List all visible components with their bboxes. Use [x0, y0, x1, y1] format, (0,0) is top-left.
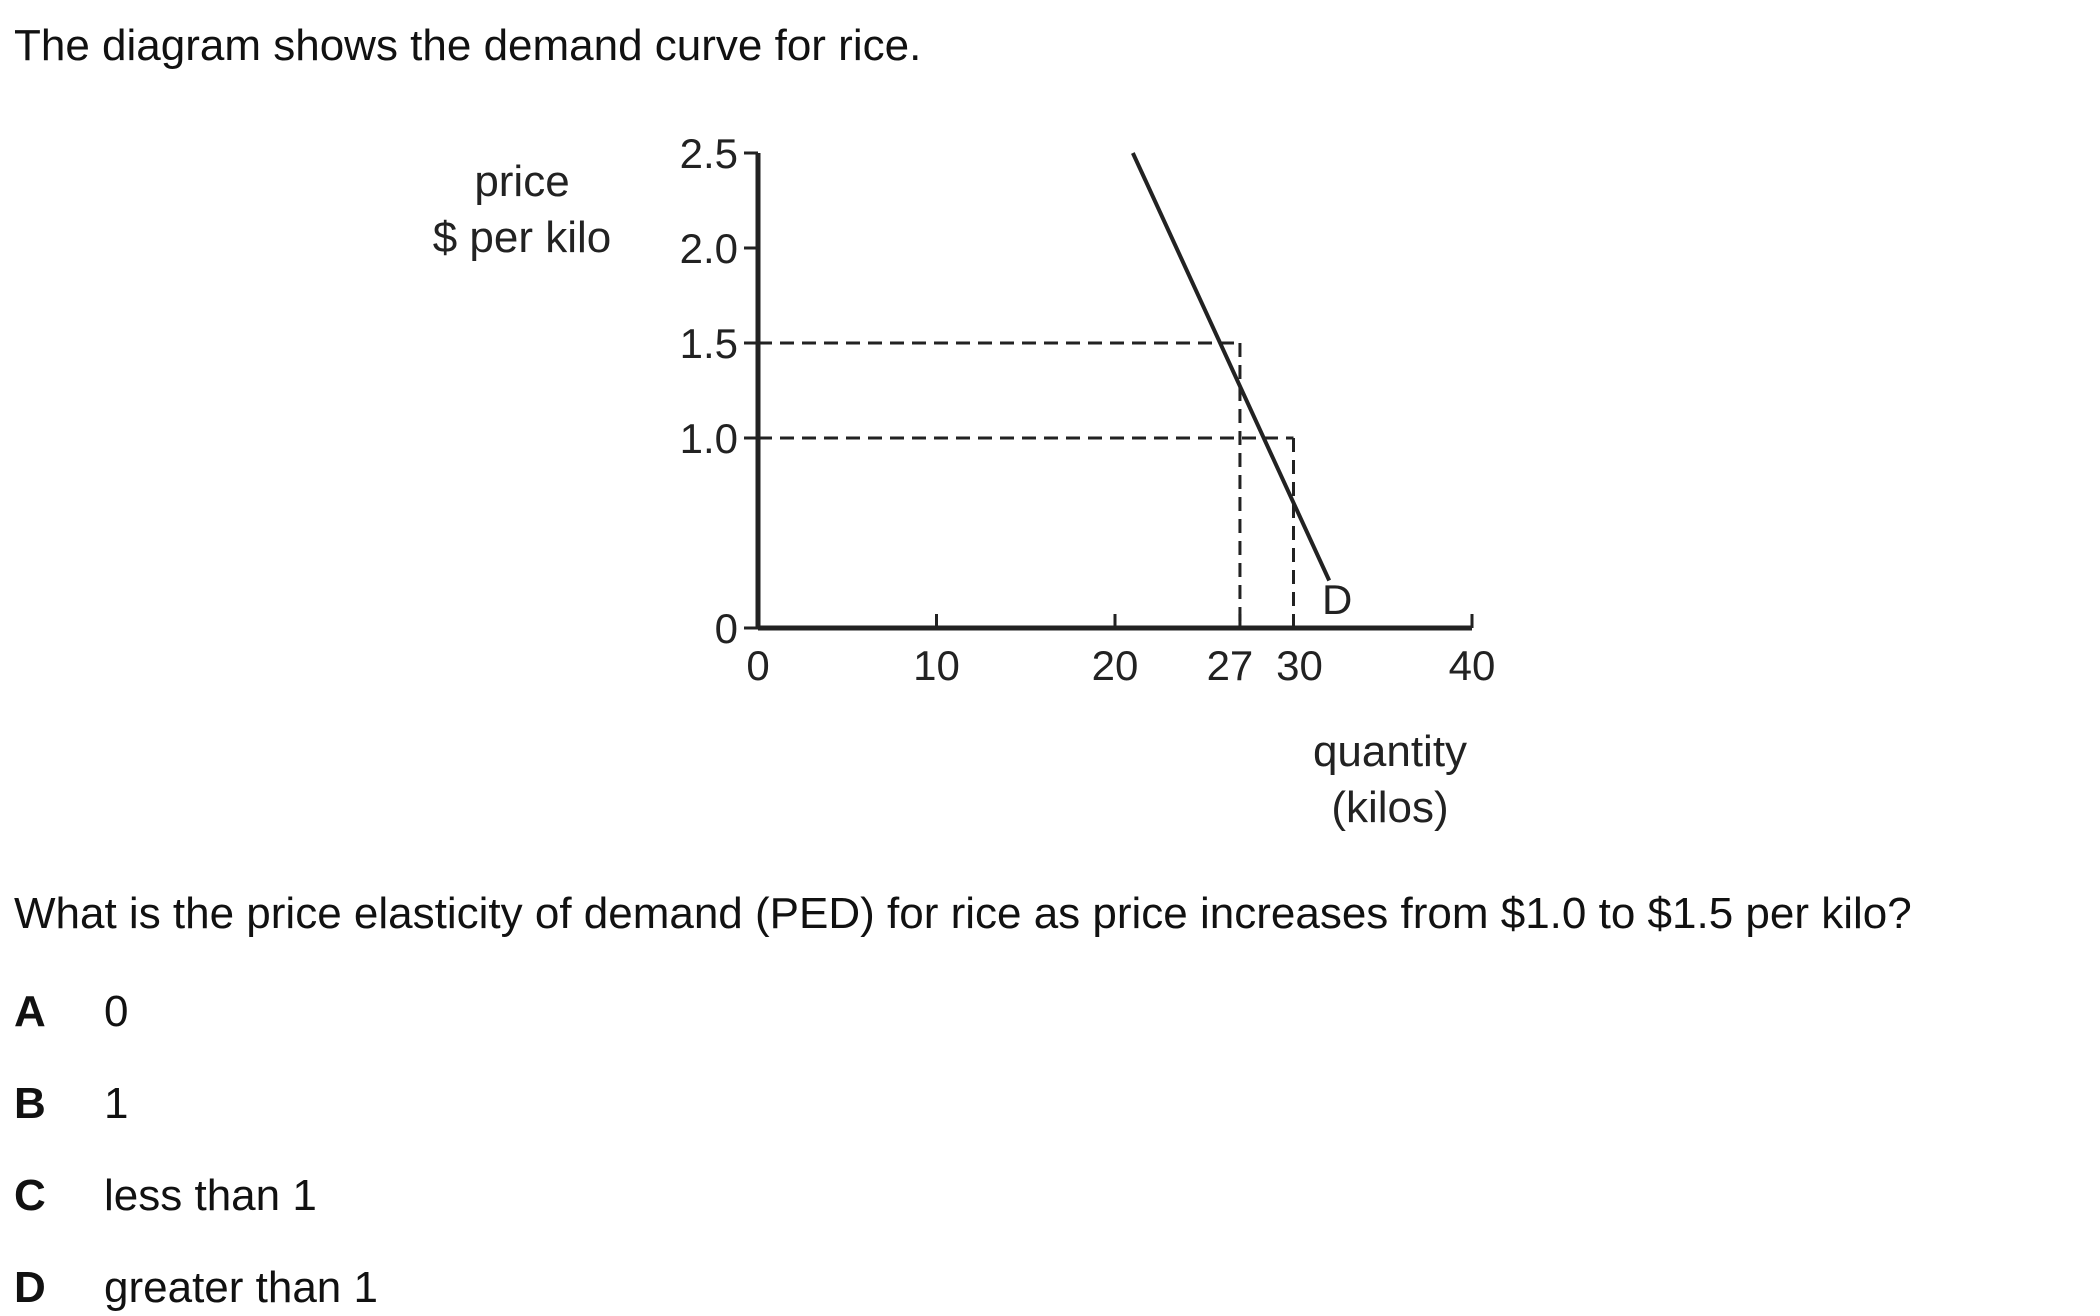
x-axis-label-line: quantity: [1313, 727, 1467, 776]
x-tick-label: 20: [1092, 642, 1139, 689]
x-axis-ticks: 0 10 20 27 30 40: [746, 614, 1495, 689]
y-tick-label: 0: [715, 605, 738, 652]
x-tick-label: 30: [1276, 642, 1323, 689]
option-text: 0: [104, 987, 129, 1036]
x-tick-label: 0: [746, 642, 769, 689]
y-tick-label: 2.5: [680, 130, 738, 177]
series: D: [1131, 152, 1352, 623]
question-text: What is the price elasticity of demand (…: [14, 889, 1912, 938]
axes: [755, 153, 1472, 631]
x-tick-label: 40: [1449, 642, 1496, 689]
x-tick-label: 27: [1207, 642, 1254, 689]
y-axis-ticks: 0 1.0 1.5 2.0 2.5: [680, 130, 758, 652]
option-letter: D: [14, 1263, 46, 1312]
option-a[interactable]: A 0: [14, 984, 128, 1040]
intro-text: The diagram shows the demand curve for r…: [14, 21, 922, 70]
demand-curve-line: [1131, 152, 1332, 582]
option-text: greater than 1: [104, 1263, 378, 1312]
option-d[interactable]: D greater than 1: [14, 1260, 378, 1316]
demand-curve-chart: price $ per kilo 0 1.0 1.5 2.0 2.5 0 10 20 27 30 4…: [433, 130, 1496, 832]
dashed-guides: [758, 341, 1295, 628]
y-axis-label-line: $ per kilo: [433, 213, 612, 262]
demand-curve-label: D: [1322, 576, 1352, 623]
option-text: less than 1: [104, 1171, 317, 1220]
x-tick-label: 10: [913, 642, 960, 689]
option-letter: C: [14, 1171, 46, 1220]
option-b[interactable]: B 1: [14, 1076, 128, 1132]
option-letter: A: [14, 987, 46, 1036]
y-tick-label: 2.0: [680, 225, 738, 272]
y-axis-label: price $ per kilo: [433, 157, 612, 262]
x-axis-label: quantity (kilos): [1313, 727, 1467, 832]
y-tick-label: 1.5: [680, 320, 738, 367]
option-text: 1: [104, 1079, 129, 1128]
y-tick-label: 1.0: [680, 415, 738, 462]
option-letter: B: [14, 1079, 46, 1128]
x-axis-label-line: (kilos): [1331, 783, 1448, 832]
option-c[interactable]: C less than 1: [14, 1168, 317, 1224]
y-axis-label-line: price: [474, 157, 569, 206]
